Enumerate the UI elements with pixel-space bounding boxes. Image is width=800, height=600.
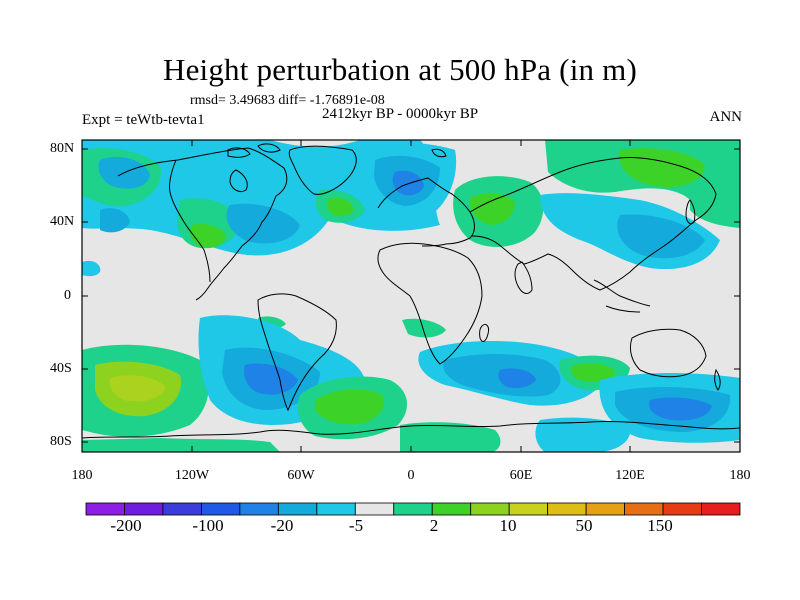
season-label: ANN [709,109,743,125]
colorbar-box [701,502,741,516]
colorbar [85,502,741,516]
coastline-india [514,261,533,294]
coastline-new-zealand [714,368,721,391]
contour-region [109,375,166,402]
coastline-greenland [288,145,357,195]
contour-region [100,208,130,233]
contour-region [570,363,616,382]
lon-label: 120E [615,468,645,483]
coastline-antarctica [82,420,740,439]
contour-region [498,368,536,388]
coastline-hudson-bay [229,169,248,193]
lon-label: 60E [509,468,533,483]
coastline-svalbard [431,148,447,158]
colorbar-box [124,502,164,516]
contour-region [315,389,384,425]
colorbar-label: 50 [575,516,593,535]
coastline-europe [377,177,475,247]
rmsd-diff-stats: rmsd= 3.49683 diff= -1.76891e-08 [190,93,385,108]
contour-region [402,318,446,338]
colorbar-box [316,502,356,516]
axis-ticks [82,140,740,452]
colorbar-label: -100 [192,516,224,535]
lon-label: 60W [287,468,315,483]
colorbar-box [201,502,241,516]
coastline-australia [629,328,707,378]
coastline-south-america [257,293,337,412]
colorbar-box [585,502,625,516]
time-period-label: 2412kyr BP - 0000kyr BP [322,106,479,122]
contour-region [82,438,280,452]
contour-region [392,170,424,196]
contour-region [190,224,226,248]
lat-label: 40N [50,214,75,229]
contour-region [400,422,501,452]
contour-region [469,193,515,225]
plot-title: Height perturbation at 500 hPa (in m) [162,52,638,87]
contour-region [617,214,705,259]
coastline-southeast-asia [593,279,651,313]
colorbar-label: -200 [110,516,142,535]
coastline-north-america [117,147,288,301]
colorbar-box [85,502,125,516]
colorbar-box [277,502,318,516]
experiment-label: Expt = teWtb-tevta1 [82,112,205,128]
colorbar-label: -20 [270,516,294,535]
colorbar-box [662,502,702,516]
contour-region [244,363,298,395]
colorbar-label: -5 [348,516,364,535]
contour-fills [82,140,740,452]
coastline-asia [469,157,717,291]
colorbar-box [354,502,395,516]
lon-label: 180 [729,468,751,483]
colorbar-box [393,502,433,516]
contour-region [327,197,354,217]
contour-region [649,397,712,421]
lon-label: 120W [174,468,210,483]
contour-region [690,183,740,228]
lat-label: 80N [50,141,75,156]
colorbar-box [470,502,510,516]
colorbar-box [162,502,202,516]
coastline-madagascar [479,323,489,342]
contour-region [535,417,631,452]
lat-label: 40S [50,361,72,376]
colorbar-box [508,502,549,516]
colorbar-box [239,502,279,516]
colorbar-box [624,502,664,516]
coastline-africa [377,242,483,365]
lon-label: 0 [407,468,415,483]
coastline-arctic-islands [227,143,281,158]
contour-region [226,203,300,244]
lat-label: 0 [64,288,71,303]
colorbar-label: 10 [499,516,517,535]
colorbar-box [547,502,587,516]
lat-label: 80S [50,434,72,449]
coastlines [82,143,740,439]
colorbar-box [431,502,472,516]
contour-region [82,260,101,277]
colorbar-label: 2 [429,516,439,535]
contour-region [82,140,440,256]
coastline-japan [685,199,696,225]
lon-label: 180 [71,468,93,483]
colorbar-label: 150 [647,516,673,535]
